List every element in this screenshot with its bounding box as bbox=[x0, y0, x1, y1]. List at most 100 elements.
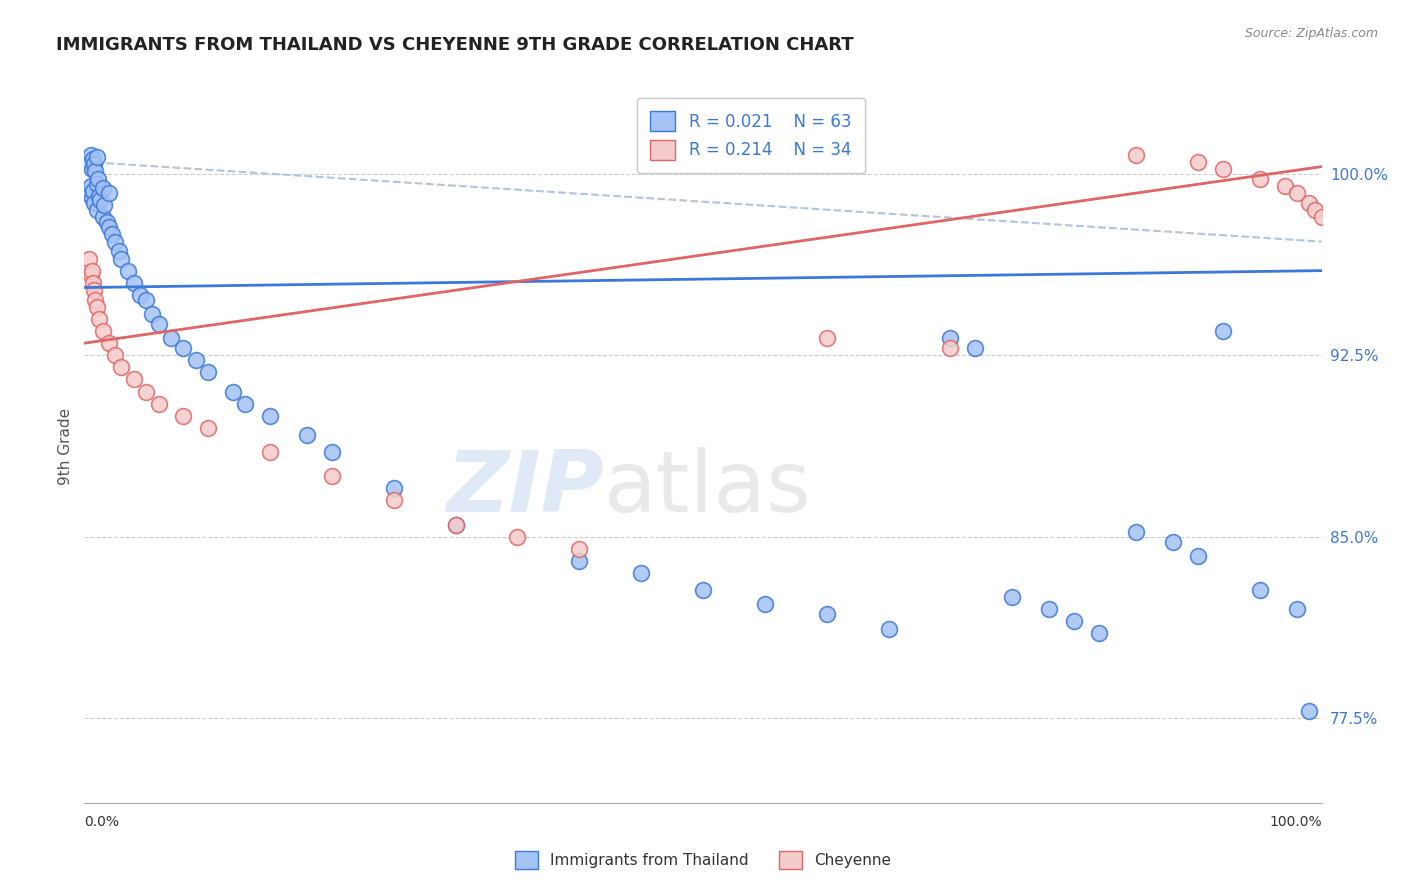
Point bbox=[84, 164, 107, 178]
Point bbox=[1001, 590, 1024, 604]
Text: Source: ZipAtlas.com: Source: ZipAtlas.com bbox=[1244, 27, 1378, 40]
Point bbox=[1161, 534, 1184, 549]
Point bbox=[87, 171, 110, 186]
Point bbox=[939, 331, 962, 345]
Point bbox=[108, 244, 131, 259]
Point bbox=[1187, 154, 1209, 169]
Point bbox=[82, 276, 104, 290]
Legend: R = 0.021    N = 63, R = 0.214    N = 34: R = 0.021 N = 63, R = 0.214 N = 34 bbox=[637, 97, 865, 173]
Point bbox=[93, 198, 115, 212]
Point bbox=[129, 288, 152, 302]
Point bbox=[1285, 602, 1308, 616]
Point bbox=[79, 147, 101, 161]
Text: ZIP: ZIP bbox=[446, 447, 605, 531]
Point bbox=[1274, 178, 1296, 193]
Point bbox=[259, 445, 281, 459]
Point bbox=[1249, 582, 1271, 597]
Point bbox=[1310, 211, 1333, 225]
Point bbox=[83, 283, 105, 297]
Point bbox=[1125, 524, 1147, 539]
Point bbox=[568, 541, 591, 556]
Point bbox=[86, 177, 108, 191]
Point bbox=[295, 428, 318, 442]
Point bbox=[91, 211, 114, 225]
Point bbox=[82, 153, 104, 167]
Point bbox=[1212, 324, 1234, 338]
Point bbox=[110, 360, 132, 375]
Point bbox=[122, 276, 145, 290]
Point bbox=[79, 268, 101, 283]
Point bbox=[1038, 602, 1060, 616]
Point bbox=[692, 582, 714, 597]
Point bbox=[86, 203, 108, 218]
Point bbox=[135, 384, 157, 399]
Point bbox=[83, 157, 105, 171]
Point bbox=[110, 252, 132, 266]
Point bbox=[148, 317, 170, 331]
Point bbox=[222, 384, 245, 399]
Point bbox=[98, 186, 121, 201]
Point bbox=[382, 493, 405, 508]
Point bbox=[1187, 549, 1209, 563]
Point bbox=[135, 293, 157, 307]
Point bbox=[1298, 704, 1320, 718]
Point bbox=[1088, 626, 1111, 640]
Point bbox=[83, 195, 105, 210]
Point bbox=[1125, 147, 1147, 161]
Point bbox=[444, 517, 467, 532]
Legend: Immigrants from Thailand, Cheyenne: Immigrants from Thailand, Cheyenne bbox=[509, 845, 897, 875]
Point bbox=[815, 331, 838, 345]
Y-axis label: 9th Grade: 9th Grade bbox=[58, 408, 73, 484]
Point bbox=[91, 324, 114, 338]
Point bbox=[233, 397, 256, 411]
Point bbox=[1249, 171, 1271, 186]
Point bbox=[815, 607, 838, 621]
Point bbox=[321, 469, 343, 483]
Point bbox=[568, 554, 591, 568]
Point bbox=[1305, 203, 1327, 218]
Point bbox=[939, 341, 962, 355]
Point bbox=[89, 312, 111, 326]
Point bbox=[86, 300, 108, 314]
Point bbox=[79, 178, 101, 193]
Point bbox=[148, 397, 170, 411]
Point bbox=[172, 409, 194, 423]
Point bbox=[184, 353, 207, 368]
Text: 0.0%: 0.0% bbox=[84, 815, 120, 829]
Point bbox=[877, 622, 900, 636]
Point bbox=[89, 188, 111, 202]
Point bbox=[1212, 161, 1234, 176]
Point bbox=[259, 409, 281, 423]
Point bbox=[444, 517, 467, 532]
Point bbox=[79, 154, 101, 169]
Point bbox=[117, 263, 139, 277]
Point bbox=[80, 161, 103, 176]
Point bbox=[630, 566, 652, 580]
Point bbox=[89, 194, 111, 208]
Point bbox=[506, 530, 529, 544]
Point bbox=[82, 184, 104, 198]
Point bbox=[77, 186, 100, 201]
Point bbox=[96, 215, 118, 229]
Point bbox=[965, 341, 987, 355]
Point bbox=[91, 181, 114, 195]
Text: 100.0%: 100.0% bbox=[1270, 815, 1322, 829]
Point bbox=[321, 445, 343, 459]
Point bbox=[98, 220, 121, 235]
Point bbox=[1285, 186, 1308, 201]
Point bbox=[80, 263, 103, 277]
Point bbox=[104, 348, 127, 362]
Point bbox=[160, 331, 183, 345]
Point bbox=[86, 150, 108, 164]
Point bbox=[1063, 615, 1085, 629]
Point bbox=[172, 341, 194, 355]
Text: IMMIGRANTS FROM THAILAND VS CHEYENNE 9TH GRADE CORRELATION CHART: IMMIGRANTS FROM THAILAND VS CHEYENNE 9TH… bbox=[56, 36, 853, 54]
Point bbox=[122, 372, 145, 386]
Point bbox=[197, 421, 219, 435]
Point bbox=[100, 227, 122, 242]
Point bbox=[84, 293, 107, 307]
Point bbox=[80, 191, 103, 205]
Point bbox=[104, 235, 127, 249]
Point bbox=[141, 307, 163, 321]
Point bbox=[79, 252, 101, 266]
